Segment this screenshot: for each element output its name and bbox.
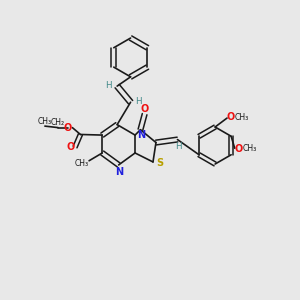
Text: H: H (176, 142, 182, 151)
Text: O: O (234, 143, 242, 154)
Text: N: N (115, 167, 123, 176)
Text: O: O (226, 112, 235, 122)
Text: S: S (156, 158, 163, 167)
Text: CH₃: CH₃ (38, 117, 52, 126)
Text: CH₃: CH₃ (74, 159, 88, 168)
Text: H: H (105, 81, 112, 90)
Text: O: O (64, 123, 72, 133)
Text: N: N (137, 130, 145, 140)
Text: CH₃: CH₃ (235, 113, 249, 122)
Text: CH₃: CH₃ (242, 144, 257, 153)
Text: CH₂: CH₂ (51, 118, 65, 127)
Text: H: H (135, 97, 142, 106)
Text: O: O (66, 142, 74, 152)
Text: O: O (141, 104, 149, 114)
